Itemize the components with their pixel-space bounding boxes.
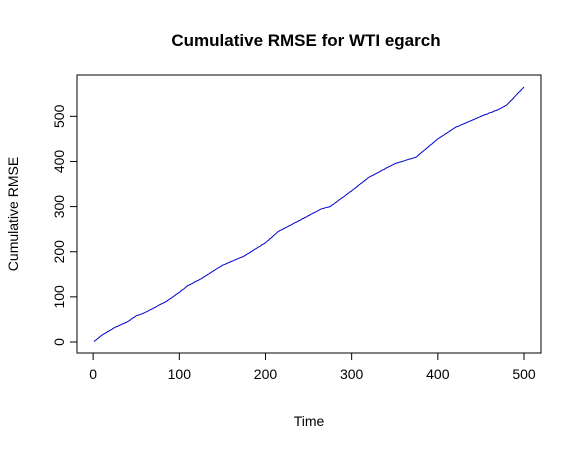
x-tick-label: 400: [426, 366, 450, 382]
y-tick-label: 0: [51, 338, 67, 346]
chart-title: Cumulative RMSE for WTI egarch: [171, 31, 440, 50]
x-axis: 0 100 200 300 400 500: [89, 352, 536, 382]
y-tick-label: 500: [51, 104, 67, 128]
x-tick-label: 0: [89, 366, 97, 382]
x-tick-label: 500: [512, 366, 536, 382]
x-axis-label: Time: [294, 413, 325, 429]
y-tick-label: 300: [51, 195, 67, 219]
x-tick-label: 100: [168, 366, 192, 382]
y-axis-label: Cumulative RMSE: [5, 157, 21, 271]
y-tick-label: 400: [51, 150, 67, 174]
y-tick-label: 200: [51, 240, 67, 264]
x-tick-label: 200: [254, 366, 278, 382]
y-tick-label: 100: [51, 285, 67, 309]
series-layer: [93, 86, 525, 342]
y-axis: 0 100 200 300 400 500: [51, 104, 77, 346]
series-line: [93, 86, 525, 342]
x-tick-label: 300: [340, 366, 364, 382]
